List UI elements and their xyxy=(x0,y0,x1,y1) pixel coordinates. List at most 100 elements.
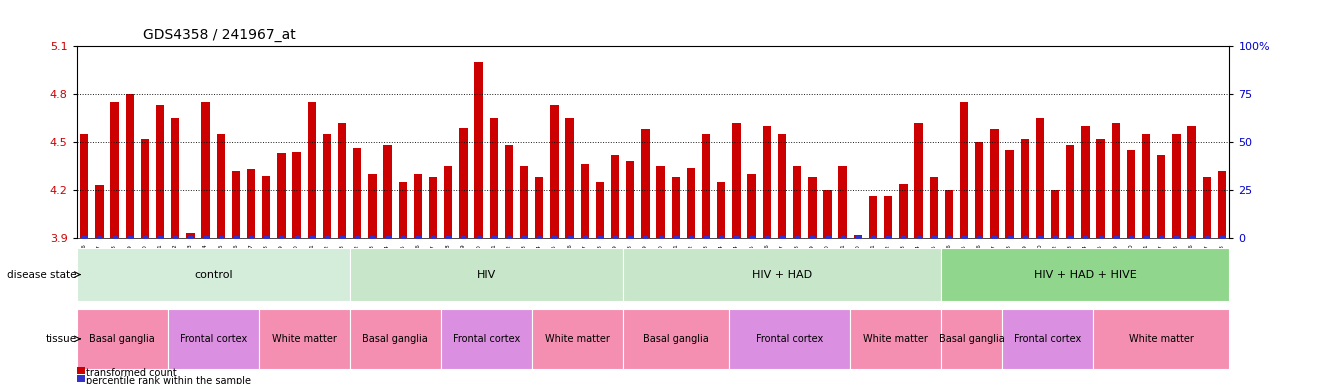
Bar xyxy=(535,177,543,238)
Bar xyxy=(1112,123,1120,238)
Bar xyxy=(838,166,847,238)
Bar xyxy=(929,177,937,238)
Text: GDS4358 / 241967_at: GDS4358 / 241967_at xyxy=(143,28,296,42)
Bar xyxy=(440,309,531,369)
Bar xyxy=(414,174,422,238)
Bar xyxy=(1035,118,1044,238)
Bar xyxy=(824,190,832,238)
Bar xyxy=(231,171,241,238)
Text: White matter: White matter xyxy=(272,334,337,344)
Bar xyxy=(672,177,680,238)
Bar xyxy=(854,235,862,238)
Bar xyxy=(217,134,225,238)
Text: White matter: White matter xyxy=(863,334,928,344)
Bar xyxy=(1005,150,1014,238)
Text: control: control xyxy=(194,270,233,280)
Bar xyxy=(1218,171,1225,238)
Bar xyxy=(369,174,377,238)
Bar xyxy=(489,118,498,238)
Bar xyxy=(550,105,559,238)
Bar xyxy=(475,62,483,238)
Bar xyxy=(627,161,635,238)
Text: Basal ganglia: Basal ganglia xyxy=(642,334,709,344)
Bar xyxy=(247,169,255,238)
Text: HIV + HAD + HIVE: HIV + HAD + HIVE xyxy=(1034,270,1137,280)
Text: White matter: White matter xyxy=(1129,334,1194,344)
Bar xyxy=(259,309,350,369)
Bar xyxy=(156,105,164,238)
Bar xyxy=(459,127,468,238)
Bar xyxy=(262,175,271,238)
Text: transformed count: transformed count xyxy=(86,368,177,378)
Bar xyxy=(111,102,119,238)
Bar xyxy=(505,145,513,238)
Bar xyxy=(308,102,316,238)
Bar xyxy=(1021,139,1029,238)
Bar xyxy=(1157,155,1166,238)
Bar xyxy=(77,309,168,369)
Bar xyxy=(1051,190,1059,238)
Bar xyxy=(350,248,623,301)
Bar xyxy=(990,129,998,238)
Bar xyxy=(1173,134,1181,238)
Bar xyxy=(168,309,259,369)
Bar xyxy=(1093,309,1229,369)
Bar xyxy=(1126,150,1136,238)
Bar xyxy=(171,118,180,238)
Text: percentile rank within the sample: percentile rank within the sample xyxy=(86,376,251,384)
Bar xyxy=(915,123,923,238)
Text: Frontal cortex: Frontal cortex xyxy=(756,334,824,344)
Text: HIV: HIV xyxy=(477,270,496,280)
Bar xyxy=(1187,126,1195,238)
Bar xyxy=(566,118,574,238)
Text: White matter: White matter xyxy=(545,334,609,344)
Bar xyxy=(77,248,350,301)
Bar xyxy=(383,145,391,238)
Bar xyxy=(641,129,649,238)
Bar xyxy=(884,197,892,238)
Bar xyxy=(623,248,941,301)
Bar xyxy=(350,309,440,369)
Bar xyxy=(278,153,286,238)
Bar xyxy=(596,182,604,238)
Bar xyxy=(702,134,710,238)
Bar xyxy=(580,164,590,238)
Bar xyxy=(793,166,801,238)
Text: Basal ganglia: Basal ganglia xyxy=(90,334,155,344)
Bar xyxy=(292,152,301,238)
Bar xyxy=(941,309,1002,369)
Bar xyxy=(1081,126,1089,238)
Bar xyxy=(732,123,740,238)
Bar xyxy=(1066,145,1075,238)
Bar xyxy=(808,177,817,238)
Bar xyxy=(1203,177,1211,238)
Bar xyxy=(941,248,1229,301)
Bar xyxy=(976,142,984,238)
Text: tissue: tissue xyxy=(45,334,77,344)
Bar xyxy=(399,182,407,238)
Text: Frontal cortex: Frontal cortex xyxy=(180,334,247,344)
Bar xyxy=(444,166,452,238)
Bar xyxy=(520,166,529,238)
Bar xyxy=(777,134,787,238)
Bar xyxy=(531,309,623,369)
Text: Basal ganglia: Basal ganglia xyxy=(939,334,1005,344)
Bar xyxy=(1002,309,1093,369)
Text: Frontal cortex: Frontal cortex xyxy=(452,334,520,344)
Bar xyxy=(747,174,756,238)
Bar xyxy=(717,182,726,238)
Bar xyxy=(95,185,103,238)
Bar xyxy=(850,309,941,369)
Text: HIV + HAD: HIV + HAD xyxy=(752,270,812,280)
Bar xyxy=(945,190,953,238)
Text: Basal ganglia: Basal ganglia xyxy=(362,334,428,344)
Bar xyxy=(126,94,134,238)
Bar xyxy=(1096,139,1105,238)
Bar xyxy=(353,149,361,238)
Bar xyxy=(323,134,330,238)
Bar xyxy=(657,166,665,238)
Bar xyxy=(687,168,695,238)
Bar xyxy=(140,139,149,238)
Bar xyxy=(899,184,907,238)
Bar xyxy=(428,177,438,238)
